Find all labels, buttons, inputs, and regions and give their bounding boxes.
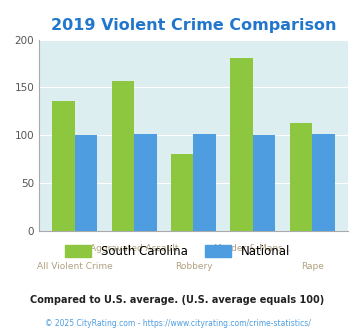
Bar — [134, 134, 157, 231]
Bar — [230, 58, 253, 231]
Bar — [111, 81, 134, 231]
Text: Murder & Mans...: Murder & Mans... — [214, 245, 291, 253]
Bar — [171, 154, 193, 231]
Bar — [75, 135, 97, 231]
Legend: South Carolina, National: South Carolina, National — [60, 241, 295, 263]
Text: Robbery: Robbery — [175, 262, 212, 271]
Text: All Violent Crime: All Violent Crime — [37, 262, 113, 271]
Bar — [312, 134, 335, 231]
Bar — [52, 101, 75, 231]
Text: © 2025 CityRating.com - https://www.cityrating.com/crime-statistics/: © 2025 CityRating.com - https://www.city… — [45, 319, 310, 328]
Bar — [193, 134, 216, 231]
Bar — [253, 135, 275, 231]
Bar — [290, 123, 312, 231]
Title: 2019 Violent Crime Comparison: 2019 Violent Crime Comparison — [51, 18, 336, 33]
Text: Rape: Rape — [301, 262, 324, 271]
Text: Compared to U.S. average. (U.S. average equals 100): Compared to U.S. average. (U.S. average … — [31, 295, 324, 305]
Text: Aggravated Assault: Aggravated Assault — [90, 245, 178, 253]
